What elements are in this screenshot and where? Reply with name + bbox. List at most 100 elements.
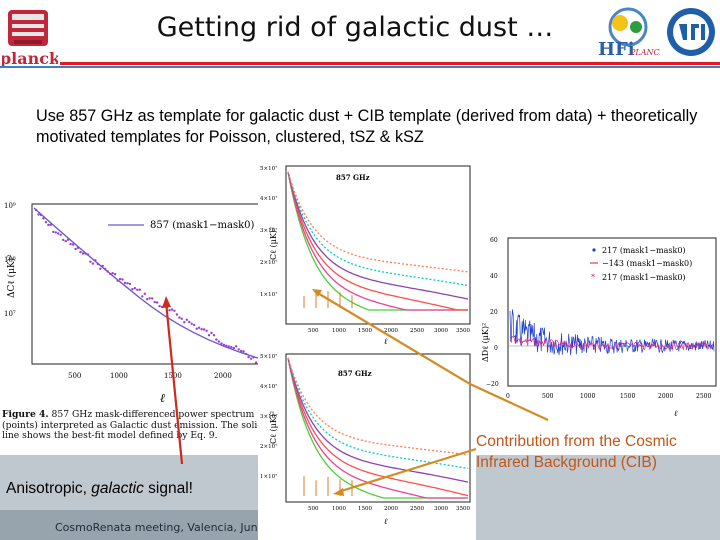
mid-top-xtick: 1000 <box>332 328 346 334</box>
right-ytick: 60 <box>490 237 498 244</box>
figure-left-point <box>240 349 243 353</box>
mid-bot-label: 857 GHz <box>338 369 372 378</box>
figure-left-point <box>34 208 38 212</box>
figure-left-point <box>188 320 191 324</box>
figure-left-point <box>64 239 67 243</box>
mid-top-xtick: 3000 <box>434 328 448 334</box>
lfi-logo <box>667 8 715 56</box>
figure-left-point <box>138 288 141 291</box>
figure-left-point <box>148 297 151 300</box>
mid-bot-xtick: 3500 <box>456 506 470 512</box>
slide-title: Getting rid of galactic dust … <box>156 12 554 43</box>
figure-left-point <box>62 238 65 242</box>
figure-left-point <box>217 340 221 343</box>
mid-top-xtick: 500 <box>308 328 319 334</box>
figure-left-point <box>254 361 258 364</box>
figure-left-point <box>165 306 169 309</box>
figure-left-point <box>71 243 75 246</box>
figure-left-point <box>59 233 62 236</box>
figure-left-point <box>207 334 211 337</box>
figure-left-point <box>116 279 119 282</box>
figure-left-point <box>89 260 92 263</box>
figure-right-plot: 60 40 20 0 −20 ΔDℓ (μK)² 0 500 1000 1500… <box>481 237 717 418</box>
figure-left-point <box>44 221 48 224</box>
figure-left-xlabel: ℓ <box>160 391 165 405</box>
mid-bot-xtick: 1500 <box>358 506 372 512</box>
right-xtick: 500 <box>542 393 554 400</box>
figure-left-point <box>249 357 253 360</box>
right-xtick: 1000 <box>580 393 595 400</box>
figure-left-point <box>66 238 70 241</box>
figure-left-point <box>79 250 82 254</box>
footer-text: CosmoRenata meeting, Valencia, June 3rd … <box>55 521 318 534</box>
figure-left-point <box>235 345 238 348</box>
spectrum-curve <box>287 171 468 311</box>
right-xlabel: ℓ <box>674 409 678 418</box>
mid-top-xtick: 2000 <box>384 328 398 334</box>
mid-top-ytick: 3×10⁷ <box>260 227 278 234</box>
figure-left-point <box>170 308 174 311</box>
figure-left-point <box>232 346 235 350</box>
figure-left-legend: 857 (mask1−mask0) <box>150 220 255 231</box>
figure-left-point <box>128 282 132 286</box>
right-legend-entry: −143 (mask1−mask0) <box>602 259 692 268</box>
mid-bot-xtick: 500 <box>308 506 319 512</box>
figure-left-point <box>37 213 40 216</box>
figure-left-point <box>47 223 50 227</box>
figure-left-point <box>220 342 223 345</box>
mid-bot-ytick: 4×10⁷ <box>260 383 278 390</box>
figure-left-point <box>143 292 146 295</box>
figure-left-point <box>225 344 228 347</box>
figure-left-point <box>69 242 72 246</box>
figure-left-point <box>133 287 137 290</box>
figure-right: 60 40 20 0 −20 ΔDℓ (μK)² 0 500 1000 1500… <box>476 232 720 422</box>
hfi-logo-text: HFi <box>598 39 635 60</box>
header-rule-blue <box>0 66 720 68</box>
note-left-suffix: signal! <box>143 480 193 497</box>
figure-left-point <box>202 328 206 331</box>
right-xtick: 0 <box>506 393 510 400</box>
mid-bot-ytick: 2×10⁷ <box>260 443 278 450</box>
right-xtick: 1500 <box>620 393 635 400</box>
figure-left-xtick: 1000 <box>110 372 128 380</box>
figure-left-point <box>205 329 208 332</box>
figure-left-point <box>81 252 85 255</box>
figure-left-point <box>183 321 186 324</box>
figure-left-point <box>101 264 104 268</box>
mid-bot-xtick: 1000 <box>332 506 346 512</box>
figure-left-point <box>168 309 171 312</box>
mid-top-xtick: 3500 <box>456 328 470 334</box>
right-xtick: 2000 <box>658 393 673 400</box>
figure-left-point <box>197 326 201 329</box>
figure-left-point <box>215 338 218 341</box>
figure-left-point <box>99 267 102 270</box>
mid-top-ytick: 2×10⁷ <box>260 259 278 266</box>
figure-left-point <box>146 298 149 301</box>
mid-top-ytick: 1×10⁷ <box>260 291 278 298</box>
figure-left-caption: Figure 4. 857 GHz mask-differenced power… <box>2 409 274 442</box>
figure-left-points <box>34 208 258 364</box>
mid-top-label: 857 GHz <box>336 173 370 182</box>
mid-top-curves <box>287 171 469 311</box>
figure-mid-bot-plot: 5×10⁷ 4×10⁷ 3×10⁷ 2×10⁷ 1×10⁷ Cℓ (μK)² 8… <box>260 353 471 526</box>
figure-left-point <box>136 288 139 291</box>
figure-left-point <box>123 281 127 285</box>
figure-left-point <box>158 304 161 308</box>
figure-left-point <box>175 313 179 316</box>
figure-mid-top-plot: 5×10⁷ 4×10⁷ 3×10⁷ 2×10⁷ 1×10⁷ Cℓ (μK)² 8… <box>260 165 471 346</box>
mid-bot-curves <box>287 357 469 499</box>
hfi-logo: HFi PLANCK <box>598 7 660 60</box>
figure-left-point <box>91 262 95 265</box>
figure-left-point <box>126 282 129 285</box>
note-cib: Contribution from the Cosmic Infrared Ba… <box>476 433 677 471</box>
note-anisotropic: Anisotropic, galactic signal! <box>6 480 193 498</box>
figure-left-point <box>160 305 164 309</box>
planck-logo: planck <box>2 10 58 68</box>
planck-brand-text: PLANCK <box>629 48 660 57</box>
figure-left-point <box>200 328 203 331</box>
figure-left-point <box>222 343 226 346</box>
right-legend-box <box>586 242 714 288</box>
figure-mid-bot: 5×10⁷ 4×10⁷ 3×10⁷ 2×10⁷ 1×10⁷ Cℓ (μK)² 8… <box>258 348 476 540</box>
figure-left-point <box>155 301 159 304</box>
